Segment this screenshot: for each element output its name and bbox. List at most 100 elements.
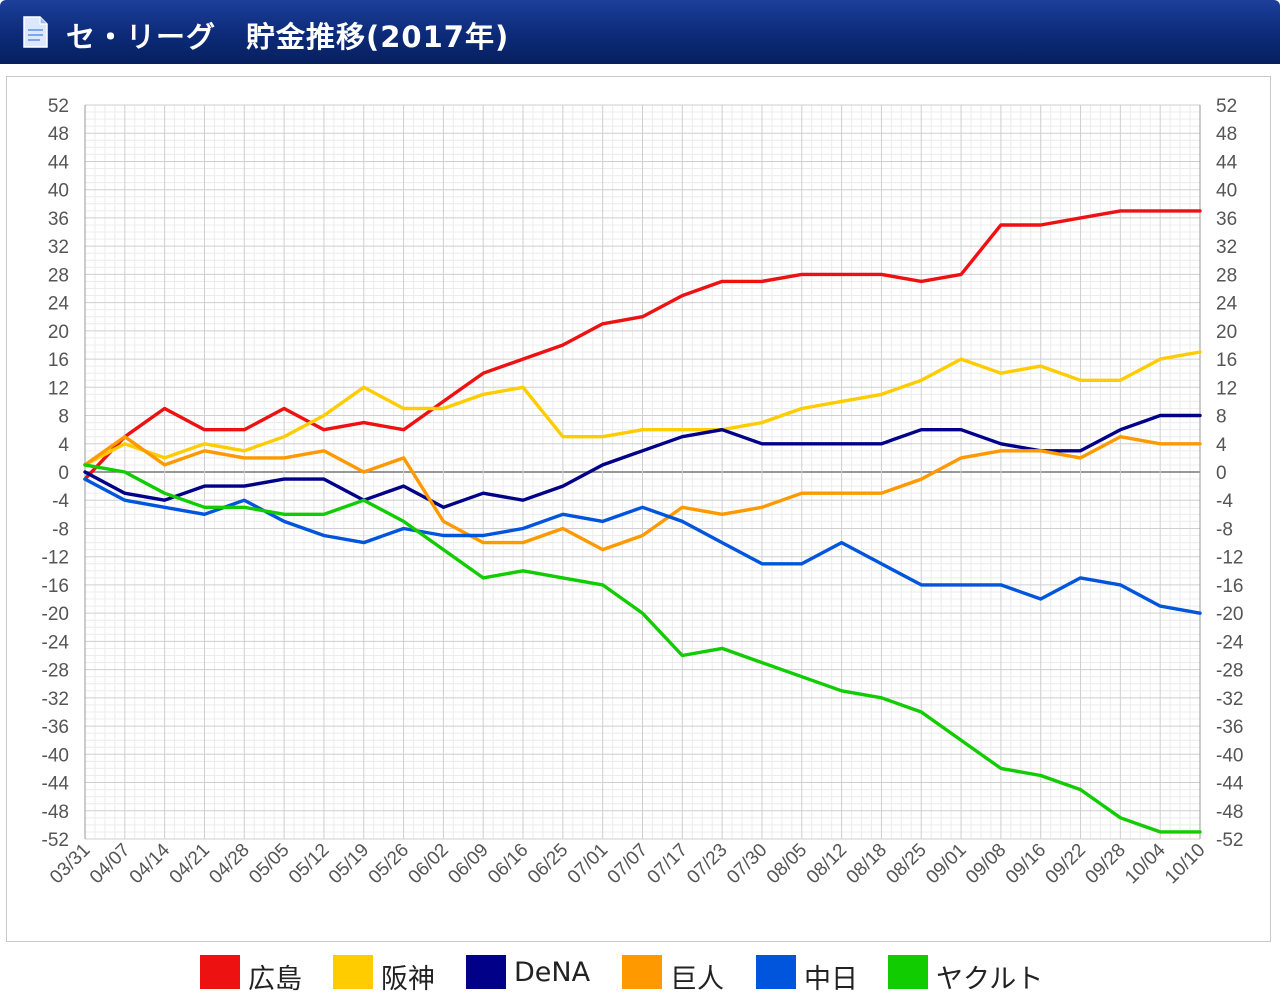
- series-lines: [83, 209, 1202, 834]
- x-tick-label: 07/30: [723, 840, 771, 888]
- y-tick-label-left: 4: [58, 435, 69, 456]
- y-tick-label-left: -12: [42, 548, 69, 569]
- y-tick-label-right: -52: [1216, 830, 1243, 851]
- y-tick-label-left: 20: [48, 322, 69, 343]
- x-tick-label: 05/12: [285, 840, 333, 888]
- y-tick-label-right: 40: [1216, 181, 1237, 202]
- x-tick-label: 09/01: [922, 840, 970, 888]
- y-axis-left: 5248444036322824201612840-4-8-12-16-20-2…: [42, 96, 70, 851]
- x-tick-label: 06/25: [524, 840, 572, 888]
- x-tick-label: 08/25: [882, 840, 930, 888]
- y-tick-label-right: 52: [1216, 96, 1237, 117]
- chart-frame: 52 48 44 40 36 32 28 24 20 16 12 8 4 0 -4 -8 -12 -16 -20 -2…: [6, 76, 1271, 942]
- legend-swatch: [622, 955, 662, 989]
- x-tick-label: 05/05: [245, 840, 293, 888]
- y-tick-label-left: 0: [58, 463, 69, 484]
- grid-major: [84, 104, 1201, 840]
- x-tick-label: 08/12: [803, 840, 851, 888]
- legend-swatch: [333, 955, 373, 989]
- x-tick-label: 07/17: [643, 840, 691, 888]
- y-tick-label-right: 20: [1216, 322, 1237, 343]
- document-icon: [23, 16, 48, 48]
- x-tick-label: 07/07: [604, 840, 652, 888]
- legend-label: ヤクルト: [936, 964, 1044, 995]
- y-tick-label-left: 24: [48, 294, 70, 315]
- y-tick-label-left: 52: [48, 96, 69, 117]
- y-tick-label-left: -28: [42, 661, 69, 682]
- y-tick-label-left: -4: [52, 491, 69, 512]
- x-tick-label: 10/10: [1161, 840, 1209, 888]
- y-tick-label-left: 28: [48, 265, 69, 286]
- y-tick-label-right: 8: [1216, 407, 1227, 428]
- y-tick-label-right: -20: [1216, 604, 1243, 625]
- y-tick-label-right: -24: [1216, 632, 1244, 653]
- legend-label: 広島: [248, 964, 302, 995]
- y-tick-label-left: -8: [52, 519, 69, 540]
- y-tick-label-left: -32: [42, 689, 69, 710]
- x-axis: 03/3104/0704/1404/2104/2805/0505/1205/19…: [46, 839, 1209, 888]
- x-tick-label: 06/02: [404, 840, 452, 888]
- y-tick-label-left: -24: [42, 632, 70, 653]
- y-tick-label-left: 16: [48, 350, 69, 371]
- y-tick-label-right: 4: [1216, 435, 1227, 456]
- legend-swatch: [466, 955, 506, 989]
- y-tick-label-left: 44: [48, 152, 70, 173]
- legend: 広島 阪神 DeNA 巨人 中日 ヤクルト: [0, 950, 1280, 996]
- y-tick-label-right: -40: [1216, 745, 1243, 766]
- x-tick-label: 08/05: [763, 840, 811, 888]
- title-bar: セ・リーグ 貯金推移(2017年): [0, 0, 1280, 64]
- legend-swatch: [888, 955, 928, 989]
- y-tick-label-left: 36: [48, 209, 69, 230]
- x-tick-label: 04/07: [86, 840, 134, 888]
- legend-label: DeNA: [514, 957, 591, 988]
- x-tick-label: 09/22: [1042, 840, 1090, 888]
- y-tick-label-left: 32: [48, 237, 69, 258]
- x-tick-label: 09/28: [1081, 840, 1129, 888]
- y-tick-label-right: 36: [1216, 209, 1237, 230]
- y-axis-right: 5248444036322824201612840-4-8-12-16-20-2…: [1216, 96, 1244, 851]
- y-tick-label-left: -40: [42, 745, 69, 766]
- series-line: [83, 209, 1202, 481]
- y-tick-label-right: -8: [1216, 519, 1233, 540]
- x-tick-label: 07/01: [564, 840, 612, 888]
- x-tick-label: 10/04: [1121, 839, 1170, 888]
- y-tick-label-right: -4: [1216, 491, 1233, 512]
- y-tick-label-right: 16: [1216, 350, 1237, 371]
- legend-swatch: [756, 955, 796, 989]
- y-tick-label-left: -16: [42, 576, 69, 597]
- x-tick-label: 08/18: [842, 840, 890, 888]
- page-title: セ・リーグ 貯金推移(2017年): [66, 20, 510, 54]
- legend-label: 巨人: [670, 964, 724, 995]
- series-line: [83, 463, 1202, 834]
- y-tick-label-right: 48: [1216, 124, 1237, 145]
- y-tick-label-right: 24: [1216, 294, 1238, 315]
- y-tick-label-right: 28: [1216, 265, 1237, 286]
- series-line: [83, 435, 1202, 552]
- legend-label: 中日: [804, 964, 858, 995]
- x-tick-label: 04/14: [126, 839, 175, 888]
- y-tick-label-left: -36: [42, 717, 69, 738]
- x-tick-label: 09/16: [1002, 840, 1050, 888]
- x-tick-label: 04/28: [205, 840, 253, 888]
- y-tick-label-right: -48: [1216, 802, 1243, 823]
- y-tick-label-right: 32: [1216, 237, 1237, 258]
- series-line: [83, 413, 1202, 509]
- x-tick-label: 04/21: [166, 840, 214, 888]
- y-tick-label-right: 0: [1216, 463, 1227, 484]
- y-tick-label-right: -16: [1216, 576, 1243, 597]
- y-tick-label-left: 8: [58, 407, 69, 428]
- series-line: [83, 350, 1202, 467]
- legend-swatch: [200, 955, 240, 989]
- y-tick-label-right: -44: [1216, 774, 1244, 795]
- y-tick-label-left: -52: [42, 830, 69, 851]
- legend-label: 阪神: [381, 964, 435, 995]
- y-tick-label-left: -48: [42, 802, 69, 823]
- savings-line-chart: 5248444036322824201612840-4-8-12-16-20-2…: [42, 96, 1244, 888]
- y-tick-label-right: -32: [1216, 689, 1243, 710]
- y-tick-label-left: -20: [42, 604, 69, 625]
- y-tick-label-left: 40: [48, 181, 69, 202]
- x-tick-label: 05/26: [365, 840, 413, 888]
- y-tick-label-right: -12: [1216, 548, 1243, 569]
- x-tick-label: 09/08: [962, 840, 1010, 888]
- series-line: [83, 477, 1202, 615]
